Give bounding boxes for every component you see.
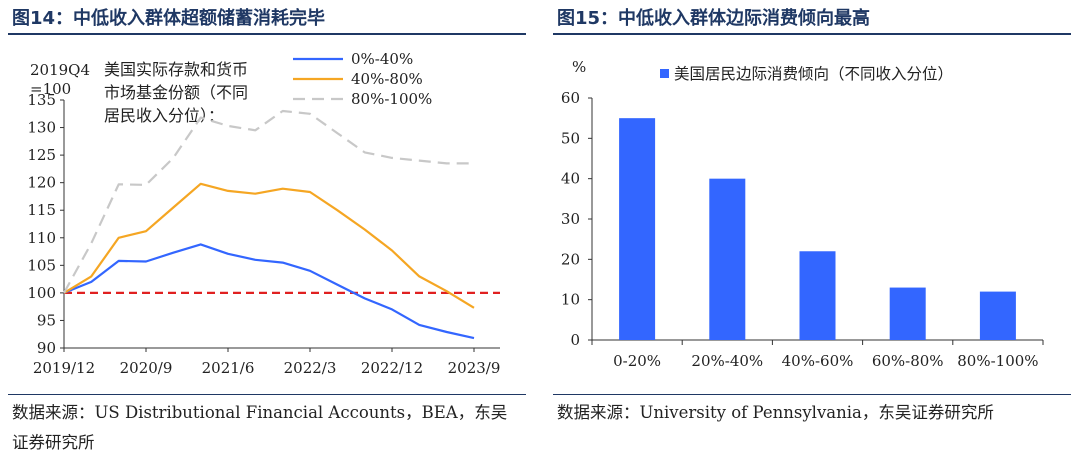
bar-chart: 0 10 20 30 40 50 60% 0-20% 20%-40% 40%-60% 60%-80%…: [561, 58, 1044, 370]
y-tick-label: 135: [27, 91, 56, 109]
line-chart: 90 95 100 105 110 115 120 125 130 135 2019/12 2020/…: [27, 50, 501, 377]
x-tick-label: 2022/3: [284, 359, 337, 377]
y-tick-label: 120: [27, 174, 56, 192]
x-category-label: 60%-80%: [872, 352, 944, 370]
x-tick-label: 2019/12: [33, 359, 95, 377]
bar-80%-100%: [979, 291, 1016, 340]
series-line-0%-40%: [63, 243, 475, 340]
chart-annotation-line: 居民收入分位）：: [104, 106, 224, 125]
chart-annotation-line: 美国实际存款和货币: [104, 60, 248, 79]
y-tick-label: 110: [27, 229, 56, 247]
bar-20%-40%: [709, 178, 746, 340]
right-source-rule: [553, 394, 1071, 395]
bar-40%-60%: [799, 251, 836, 340]
legend-label: 40%-80%: [351, 70, 423, 88]
y-tick-label: 20: [561, 250, 580, 268]
y-tick-label: 105: [27, 256, 56, 274]
y-tick-label: 10: [561, 291, 580, 309]
bar-0-20%: [619, 118, 656, 341]
right-title-rule: [553, 33, 1071, 35]
x-tick-label: 2023/9: [448, 359, 501, 377]
y-axis-label: 2019Q4: [30, 61, 90, 79]
legend-label: 美国居民边际消费倾向（不同收入分位）: [674, 65, 953, 83]
x-tick-label: 2022/12: [361, 359, 423, 377]
y-axis-label: =100: [30, 80, 71, 98]
y-tick-label: 30: [561, 210, 580, 228]
y-tick-label: 125: [27, 146, 56, 164]
left-figure-title: 图14：中低收入群体超额储蓄消耗完毕: [12, 8, 326, 29]
chart-annotation-line: 市场基金份额（不同: [104, 83, 248, 102]
x-tick-label: 2021/6: [202, 359, 255, 377]
y-tick-label: 95: [37, 311, 56, 329]
y-tick-label: 115: [27, 201, 56, 219]
y-tick-label: 40: [561, 170, 580, 188]
x-category-label: 0-20%: [613, 352, 661, 370]
series-line-40%-80%: [63, 182, 475, 309]
legend-label: 80%-100%: [351, 90, 432, 108]
y-tick-label: 0: [570, 331, 580, 349]
y-tick-label: 100: [27, 284, 56, 302]
series-line-80%-100%: [63, 109, 474, 294]
right-figure-title: 图15：中低收入群体边际消费倾向最高: [557, 8, 871, 29]
x-category-label: 80%-100%: [957, 352, 1038, 370]
right-source-note: 数据来源：University of Pennsylvania，东吴证券研究所: [557, 403, 994, 422]
y-axis-unit: %: [572, 58, 586, 76]
y-tick-label: 60: [561, 89, 580, 107]
left-source-note: 数据来源：US Distributional Financial Account…: [12, 403, 508, 452]
y-tick-label: 130: [27, 119, 56, 137]
left-figure-panel: 图14：中低收入群体超额储蓄消耗完毕 90 95 100 105 110 115 120 12…: [0, 0, 530, 453]
left-title-rule: [8, 33, 526, 35]
x-category-label: 40%-60%: [782, 352, 854, 370]
right-figure-panel: 图15：中低收入群体边际消费倾向最高 0 10 20 30 40 50 60% 0-20% 20…: [545, 0, 1075, 453]
x-tick-label: 2020/9: [120, 359, 173, 377]
x-category-label: 20%-40%: [691, 352, 763, 370]
y-tick-label: 50: [561, 129, 580, 147]
bar-60%-80%: [889, 287, 926, 340]
y-tick-label: 90: [37, 339, 56, 357]
left-source-rule: [8, 394, 526, 395]
legend-label: 0%-40%: [351, 50, 413, 68]
legend-swatch: [660, 69, 669, 78]
